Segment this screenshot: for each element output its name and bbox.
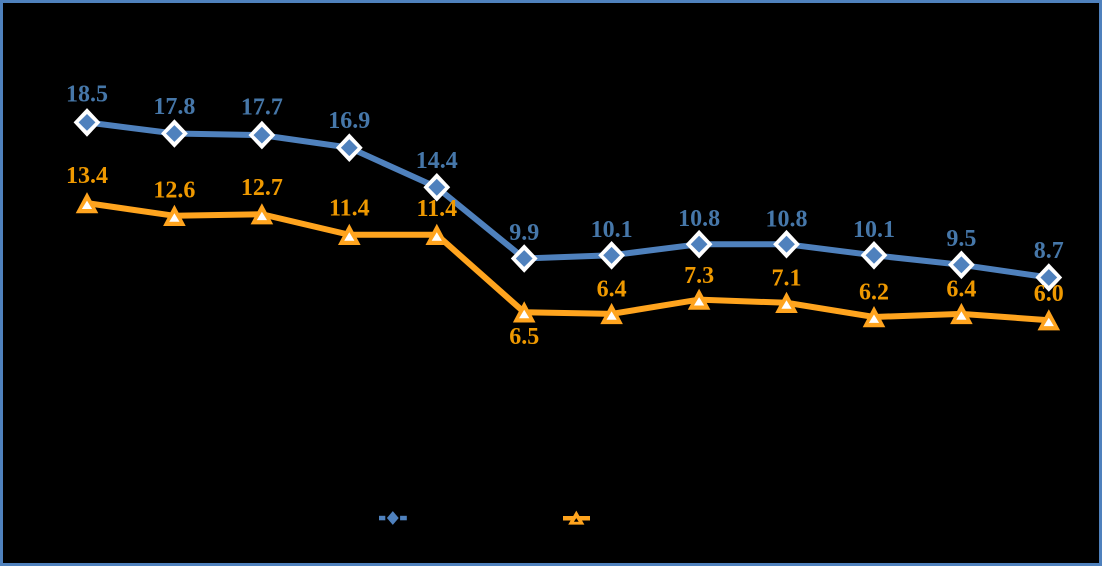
svg-text:12.7: 12.7 <box>241 175 283 201</box>
svg-text:17.8: 17.8 <box>153 94 195 120</box>
svg-text:6.4: 6.4 <box>946 277 976 303</box>
svg-text:10.1: 10.1 <box>591 217 633 243</box>
svg-text:6.5: 6.5 <box>509 324 539 350</box>
svg-text:14.4: 14.4 <box>416 148 458 174</box>
svg-text:18.5: 18.5 <box>66 82 108 108</box>
svg-text:11.4: 11.4 <box>329 195 370 221</box>
svg-text:6.2: 6.2 <box>859 279 889 305</box>
svg-text:10.8: 10.8 <box>766 206 808 232</box>
svg-text:9.9: 9.9 <box>509 220 539 246</box>
svg-text:7.3: 7.3 <box>684 263 714 289</box>
svg-text:7.1: 7.1 <box>772 265 802 291</box>
svg-text:16.9: 16.9 <box>328 108 370 134</box>
svg-text:13.4: 13.4 <box>66 163 108 189</box>
svg-text:12.6: 12.6 <box>153 178 195 204</box>
svg-text:11.4: 11.4 <box>416 196 457 222</box>
svg-text:8.7: 8.7 <box>1034 238 1064 264</box>
svg-text:10.8: 10.8 <box>678 206 720 232</box>
svg-text:6.0: 6.0 <box>1034 281 1064 307</box>
svg-text:6.4: 6.4 <box>597 277 627 303</box>
svg-text:9.5: 9.5 <box>946 226 976 252</box>
svg-text:17.7: 17.7 <box>241 94 283 120</box>
svg-text:10.1: 10.1 <box>853 217 895 243</box>
